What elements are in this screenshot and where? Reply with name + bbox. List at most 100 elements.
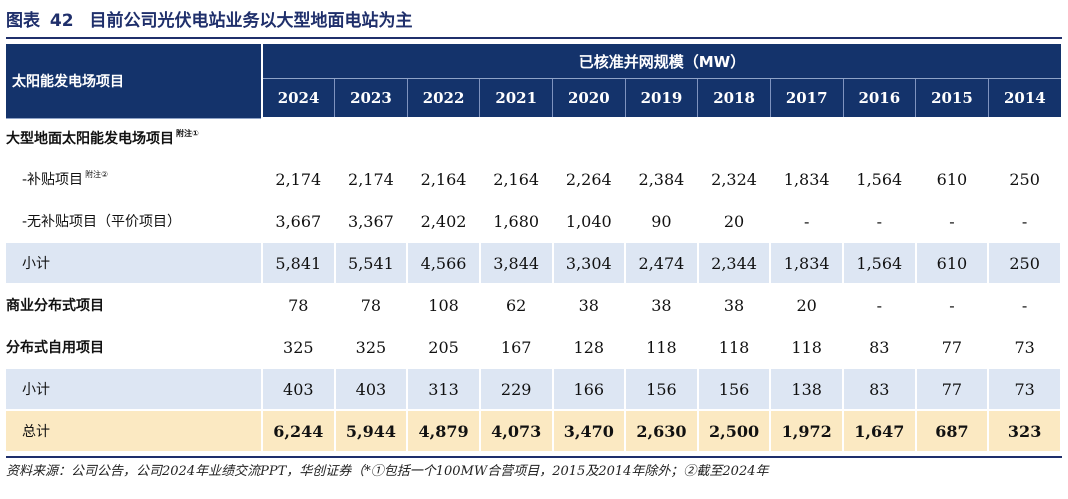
value-cell: 38 [552, 284, 627, 327]
value-cell: 20 [770, 284, 844, 327]
value-cell [262, 118, 335, 159]
value-cell: 205 [407, 326, 481, 369]
header-row-years: 2024 2023 2022 2021 2020 2019 2018 2017 2016 2015… [6, 78, 1061, 119]
table-row: 大型地面太阳能发电场项目 附注① [6, 118, 1061, 159]
value-cell: 325 [262, 326, 336, 369]
value-cell: 4,566 [407, 242, 481, 285]
value-cell: 118 [697, 326, 772, 369]
table-row: 总计 6,244 5,944 4,879 4,073 3,470 2,630 2,500 1,9… [6, 410, 1062, 453]
year-header: 2014 [988, 78, 1061, 119]
value-cell: 83 [843, 326, 917, 369]
footnote-marker: 附注① [176, 128, 199, 138]
value-cell: 167 [479, 326, 554, 369]
row-label-text: 总计 [22, 424, 50, 440]
header-row-group: 太阳能发电场项目 已核准并网规模（MW） [6, 44, 1061, 119]
value-cell: 78 [334, 284, 409, 327]
value-cell: 5,541 [334, 242, 409, 285]
value-cell: 3,367 [334, 200, 409, 243]
value-cell: 2,402 [407, 200, 481, 243]
table-row: 商业分布式项目 78 78 108 62 38 38 38 20- - - [6, 284, 1062, 327]
value-cell: 2,344 [697, 242, 772, 285]
value-cell: 2,174 [334, 158, 409, 201]
row-label: 总计 [6, 410, 263, 453]
group-header: 已核准并网规模（MW） [262, 44, 1061, 79]
year-header: 2022 [407, 78, 481, 119]
value-cell: - [770, 200, 844, 243]
value-cell: 403 [262, 368, 336, 411]
value-cell [915, 118, 989, 159]
value-cell: 2,384 [625, 158, 699, 201]
value-cell: 138 [770, 368, 844, 411]
value-cell [334, 118, 408, 159]
value-cell: - [915, 284, 990, 327]
value-cell: 1,834 [770, 158, 844, 201]
row-label-text: -无补贴项目（平价项目） [22, 214, 182, 230]
row-label-text: 大型地面太阳能发电场项目 [6, 130, 174, 147]
title-rule [6, 37, 1062, 39]
value-cell: 62 [479, 284, 554, 327]
value-cell: 1,040 [552, 200, 627, 243]
value-cell: 2,474 [625, 242, 699, 285]
row-label-text: 商业分布式项目 [6, 298, 104, 314]
year-header: 2017 [770, 78, 844, 119]
table-row: 小计 403 403 313 229 166 156 156 138 83 77 73 [6, 368, 1062, 411]
value-cell: 1,647 [843, 410, 917, 453]
footnote-marker: 附注② [85, 170, 109, 179]
value-cell: 77 [915, 368, 990, 411]
value-cell: 229 [479, 368, 554, 411]
year-header: 2018 [697, 78, 771, 119]
value-cell: 1,564 [843, 158, 917, 201]
value-cell: 313 [407, 368, 481, 411]
row-label: 分布式自用项目 [6, 326, 263, 369]
value-cell: 403 [334, 368, 409, 411]
row-label: -无补贴项目（平价项目） [6, 200, 263, 243]
row-label: 小计 [6, 368, 263, 411]
value-cell: 128 [552, 326, 627, 369]
value-cell: 20 [697, 200, 772, 243]
value-cell: 156 [697, 368, 772, 411]
value-cell: 4,073 [479, 410, 554, 453]
value-cell: 323 [988, 410, 1062, 453]
value-cell: 5,841 [262, 242, 336, 285]
value-cell: 1,680 [479, 200, 554, 243]
value-cell: 1,564 [843, 242, 917, 285]
year-header: 2020 [552, 78, 626, 119]
value-cell: 2,630 [625, 410, 699, 453]
value-cell: 166 [552, 368, 627, 411]
value-cell: 2,164 [407, 158, 481, 201]
value-cell: 6,244 [262, 410, 336, 453]
value-cell: 2,164 [479, 158, 554, 201]
value-cell [479, 118, 553, 159]
value-cell: 108 [407, 284, 481, 327]
row-label-text: 分布式自用项目 [6, 340, 104, 356]
row-label: -补贴项目 附注② [6, 158, 263, 201]
year-header: 2024 [262, 78, 336, 119]
value-cell: 3,667 [262, 200, 336, 243]
value-cell: 4,879 [407, 410, 481, 453]
value-cell [988, 118, 1061, 159]
value-cell [625, 118, 698, 159]
value-cell: 250 [988, 242, 1062, 285]
table-row: 小计 5,841 5,541 4,566 3,844 3,304 2,474 2,344 1,8… [6, 242, 1062, 285]
value-cell: 610 [915, 242, 990, 285]
value-cell: 3,844 [479, 242, 554, 285]
value-cell: - [843, 200, 917, 243]
value-cell: 118 [625, 326, 699, 369]
value-cell: 687 [915, 410, 990, 453]
value-cell: 156 [625, 368, 699, 411]
figure-title: 图表 42 目前公司光伏电站业务以大型地面电站为主 [6, 8, 413, 34]
value-cell: 250 [988, 158, 1062, 201]
value-cell: 1,972 [770, 410, 844, 453]
value-cell: 1,834 [770, 242, 844, 285]
year-header: 2016 [843, 78, 917, 119]
value-cell: 90 [625, 200, 699, 243]
value-cell: 2,324 [697, 158, 772, 201]
value-cell: 5,944 [334, 410, 409, 453]
value-cell: 118 [770, 326, 844, 369]
capacity-table: 太阳能发电场项目 已核准并网规模（MW） 2024 2023 2022 2021 202… [6, 44, 1062, 453]
value-cell: - [915, 200, 990, 243]
value-cell [770, 118, 843, 159]
value-cell: 73 [988, 368, 1062, 411]
value-cell: - [988, 284, 1062, 327]
table-row: 分布式自用项目 325 325 205 167 128 118 118 118 83 77 73 [6, 326, 1062, 369]
